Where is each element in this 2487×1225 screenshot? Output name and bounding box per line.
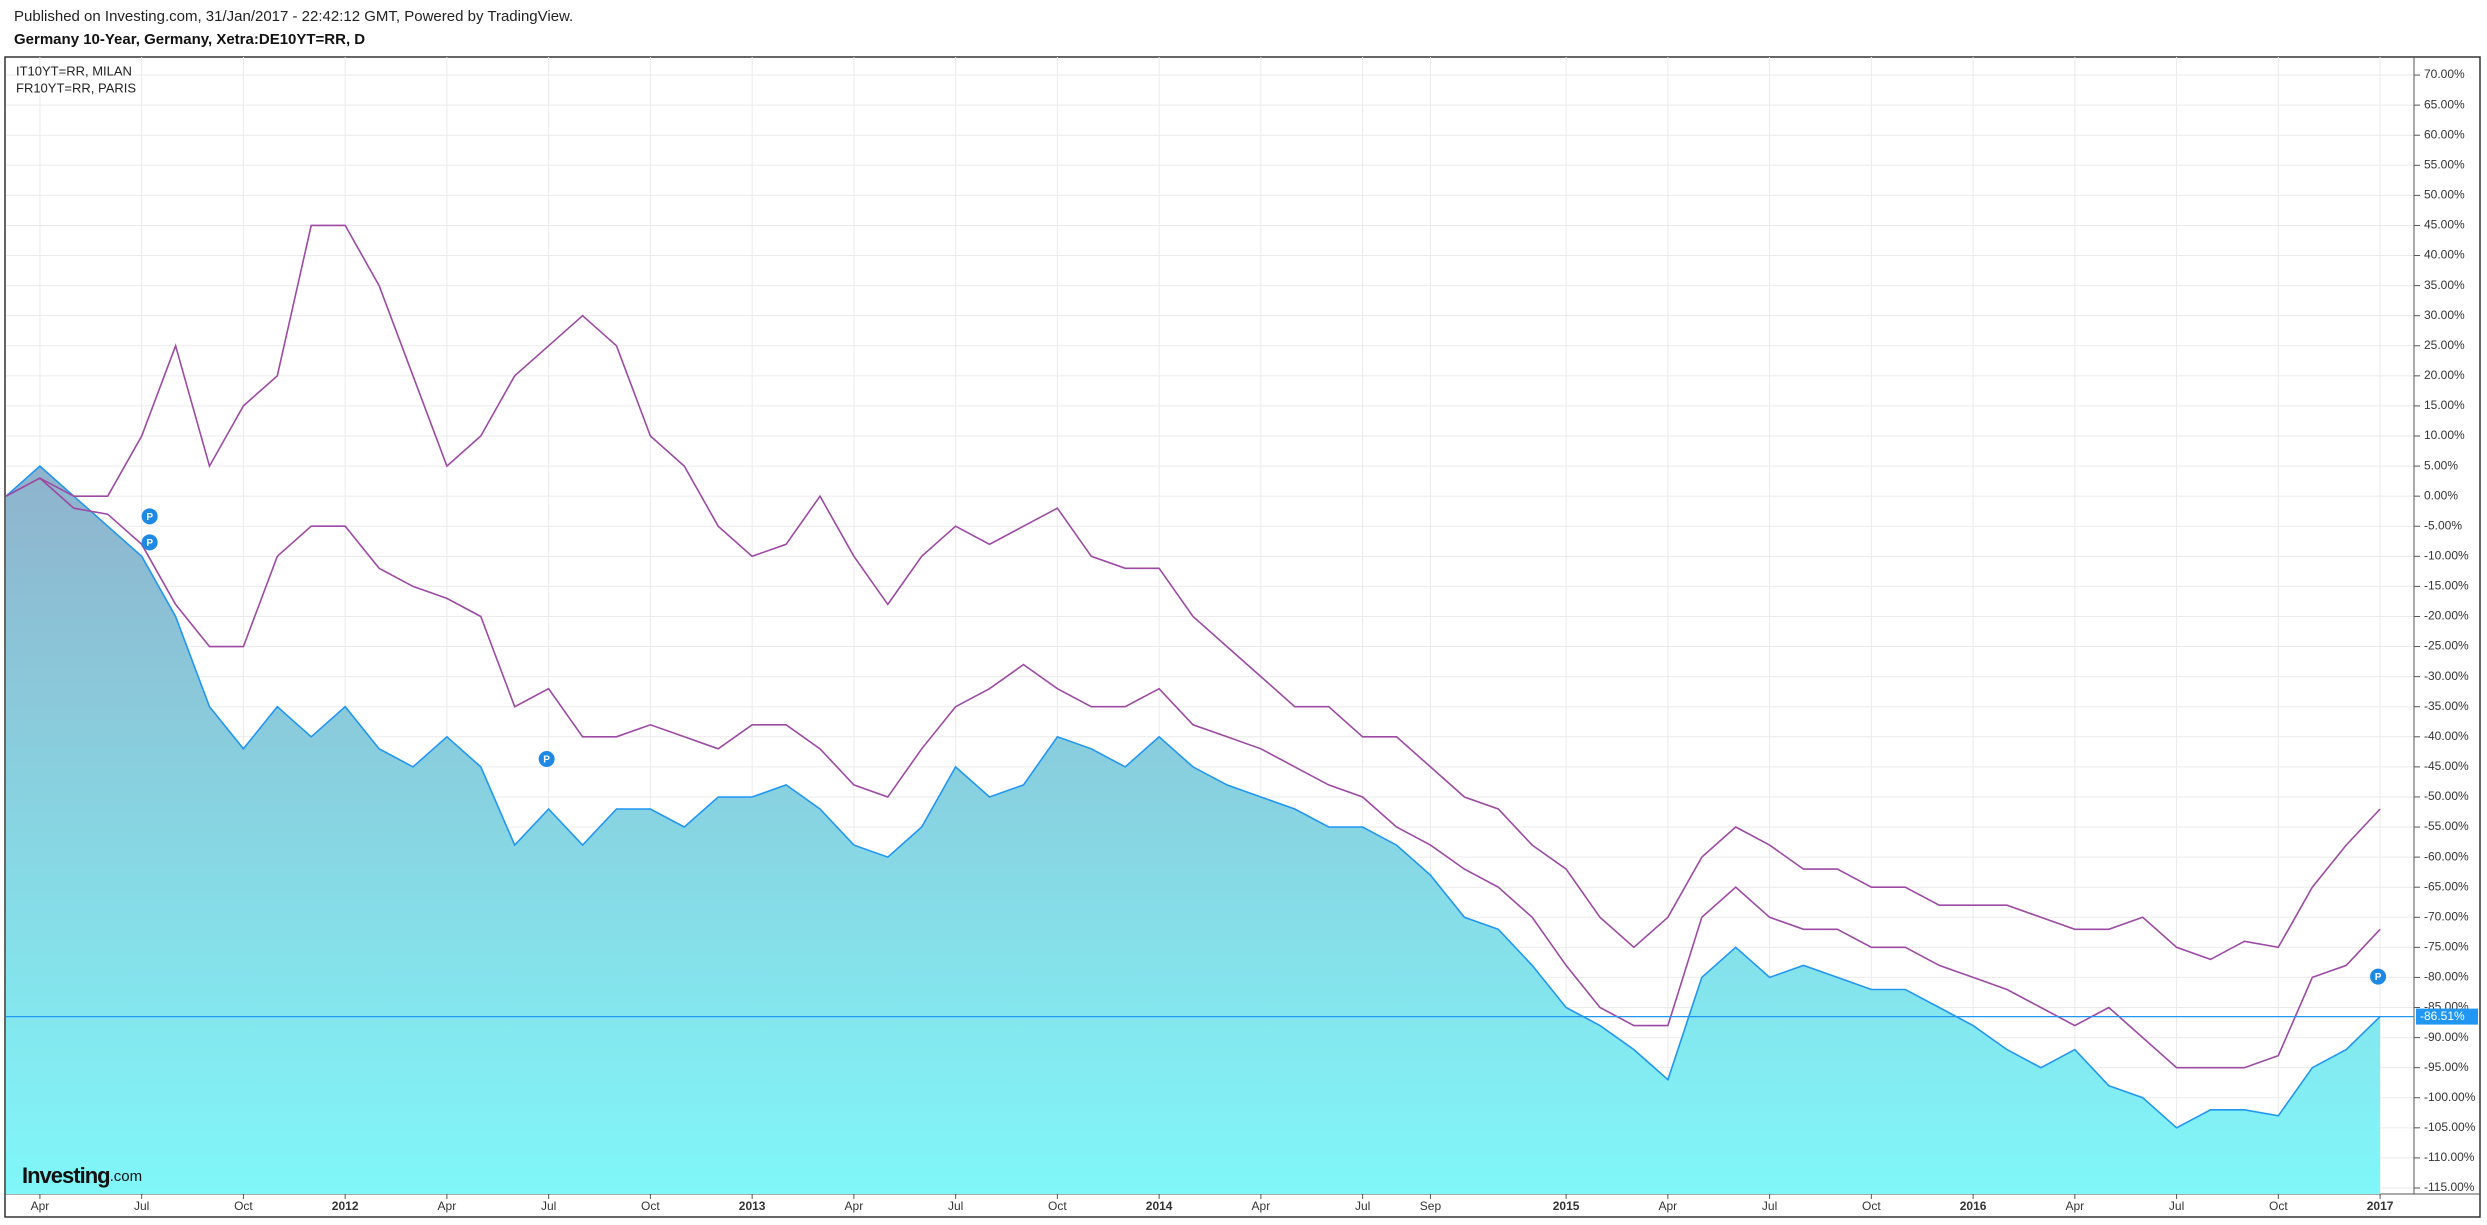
series-line xyxy=(5,224,2381,961)
logo-suffix: .com xyxy=(110,1168,143,1185)
x-tick-label: Oct xyxy=(641,1199,660,1213)
y-tick-label: -10.00% xyxy=(2424,548,2469,562)
published-note: Published on Investing.com, 31/Jan/2017 … xyxy=(14,8,573,25)
y-tick-label: -95.00% xyxy=(2424,1060,2469,1074)
y-tick-label: -90.00% xyxy=(2424,1030,2469,1044)
y-tick-label: -100.00% xyxy=(2424,1090,2476,1104)
marker-label: P xyxy=(146,512,153,523)
x-tick-label: 2015 xyxy=(1553,1199,1580,1213)
x-tick-label: Apr xyxy=(845,1199,864,1213)
chart-title: Germany 10-Year, Germany, Xetra:DE10YT=R… xyxy=(14,31,365,48)
y-tick-label: -115.00% xyxy=(2424,1180,2475,1194)
x-tick-label: Oct xyxy=(2269,1199,2288,1213)
y-tick-label: -5.00% xyxy=(2424,518,2462,532)
y-tick-label: 30.00% xyxy=(2424,308,2465,322)
y-tick-label: -15.00% xyxy=(2424,579,2469,593)
marker-dot xyxy=(141,508,158,525)
chart-frame xyxy=(4,56,2481,1218)
y-tick-label: -50.00% xyxy=(2424,789,2469,803)
y-tick-label: -25.00% xyxy=(2424,639,2469,653)
y-tick-label: 25.00% xyxy=(2424,338,2465,352)
x-tick-label: Apr xyxy=(31,1199,50,1213)
last-value-label: -86.51% xyxy=(2420,1009,2465,1023)
x-tick-label: Jul xyxy=(2169,1199,2184,1213)
y-tick-label: -110.00% xyxy=(2424,1150,2475,1164)
legend-entry: FR10YT=RR, PARIS xyxy=(16,80,136,95)
y-tick-label: 5.00% xyxy=(2424,458,2458,472)
logo-name: Investing xyxy=(22,1163,110,1188)
y-tick-label: 10.00% xyxy=(2424,428,2465,442)
x-tick-label: Apr xyxy=(438,1199,457,1213)
y-tick-label: -60.00% xyxy=(2424,849,2469,863)
y-tick-label: 20.00% xyxy=(2424,368,2465,382)
marker-dot xyxy=(2370,968,2387,985)
x-tick-label: Jul xyxy=(134,1199,149,1213)
x-tick-label: Jul xyxy=(1762,1199,1777,1213)
y-tick-label: -35.00% xyxy=(2424,699,2469,713)
y-tick-label: -80.00% xyxy=(2424,970,2469,984)
y-tick-label: 50.00% xyxy=(2424,188,2465,202)
x-tick-label: Apr xyxy=(2066,1199,2085,1213)
y-tick-label: -105.00% xyxy=(2424,1120,2476,1134)
x-tick-label: Jul xyxy=(948,1199,963,1213)
last-value-box xyxy=(2416,1008,2478,1025)
x-tick-label: Oct xyxy=(234,1199,253,1213)
marker-label: P xyxy=(2375,972,2382,983)
marker-dot xyxy=(538,750,555,767)
y-tick-label: -55.00% xyxy=(2424,819,2469,833)
y-tick-label: 40.00% xyxy=(2424,248,2465,262)
area-fill xyxy=(6,466,2381,1195)
y-tick-label: -45.00% xyxy=(2424,759,2469,773)
y-tick-label: 70.00% xyxy=(2424,67,2465,81)
y-tick-label: -75.00% xyxy=(2424,940,2469,954)
y-tick-label: 65.00% xyxy=(2424,97,2465,111)
marker-dot xyxy=(141,534,158,551)
y-tick-label: 45.00% xyxy=(2424,218,2465,232)
y-tick-label: 60.00% xyxy=(2424,127,2465,141)
y-tick-label: -70.00% xyxy=(2424,909,2469,923)
logo: Investing.com xyxy=(22,1163,142,1188)
x-tick-label: 2012 xyxy=(332,1199,359,1213)
series-line xyxy=(5,477,2381,1069)
legend-entry: IT10YT=RR, MILAN xyxy=(16,63,132,78)
marker-label: P xyxy=(146,538,153,549)
series-line xyxy=(5,465,2381,1129)
x-tick-label: 2017 xyxy=(2367,1199,2394,1213)
y-tick-label: 15.00% xyxy=(2424,398,2465,412)
x-tick-label: Jul xyxy=(541,1199,556,1213)
x-tick-label: Sep xyxy=(1420,1199,1442,1213)
y-tick-label: -20.00% xyxy=(2424,609,2469,623)
x-tick-label: 2014 xyxy=(1146,1199,1173,1213)
x-tick-label: Oct xyxy=(1862,1199,1881,1213)
y-tick-label: -30.00% xyxy=(2424,669,2469,683)
x-tick-label: 2016 xyxy=(1960,1199,1987,1213)
y-tick-label: 35.00% xyxy=(2424,278,2465,292)
x-tick-label: Jul xyxy=(1355,1199,1370,1213)
x-tick-label: 2013 xyxy=(739,1199,766,1213)
y-tick-label: 55.00% xyxy=(2424,157,2465,171)
y-tick-label: -65.00% xyxy=(2424,879,2469,893)
marker-label: P xyxy=(543,755,550,766)
x-tick-label: Apr xyxy=(1659,1199,1678,1213)
x-tick-label: Oct xyxy=(1048,1199,1067,1213)
y-tick-label: 0.00% xyxy=(2424,488,2458,502)
x-tick-label: Apr xyxy=(1252,1199,1271,1213)
y-tick-label: -40.00% xyxy=(2424,729,2469,743)
